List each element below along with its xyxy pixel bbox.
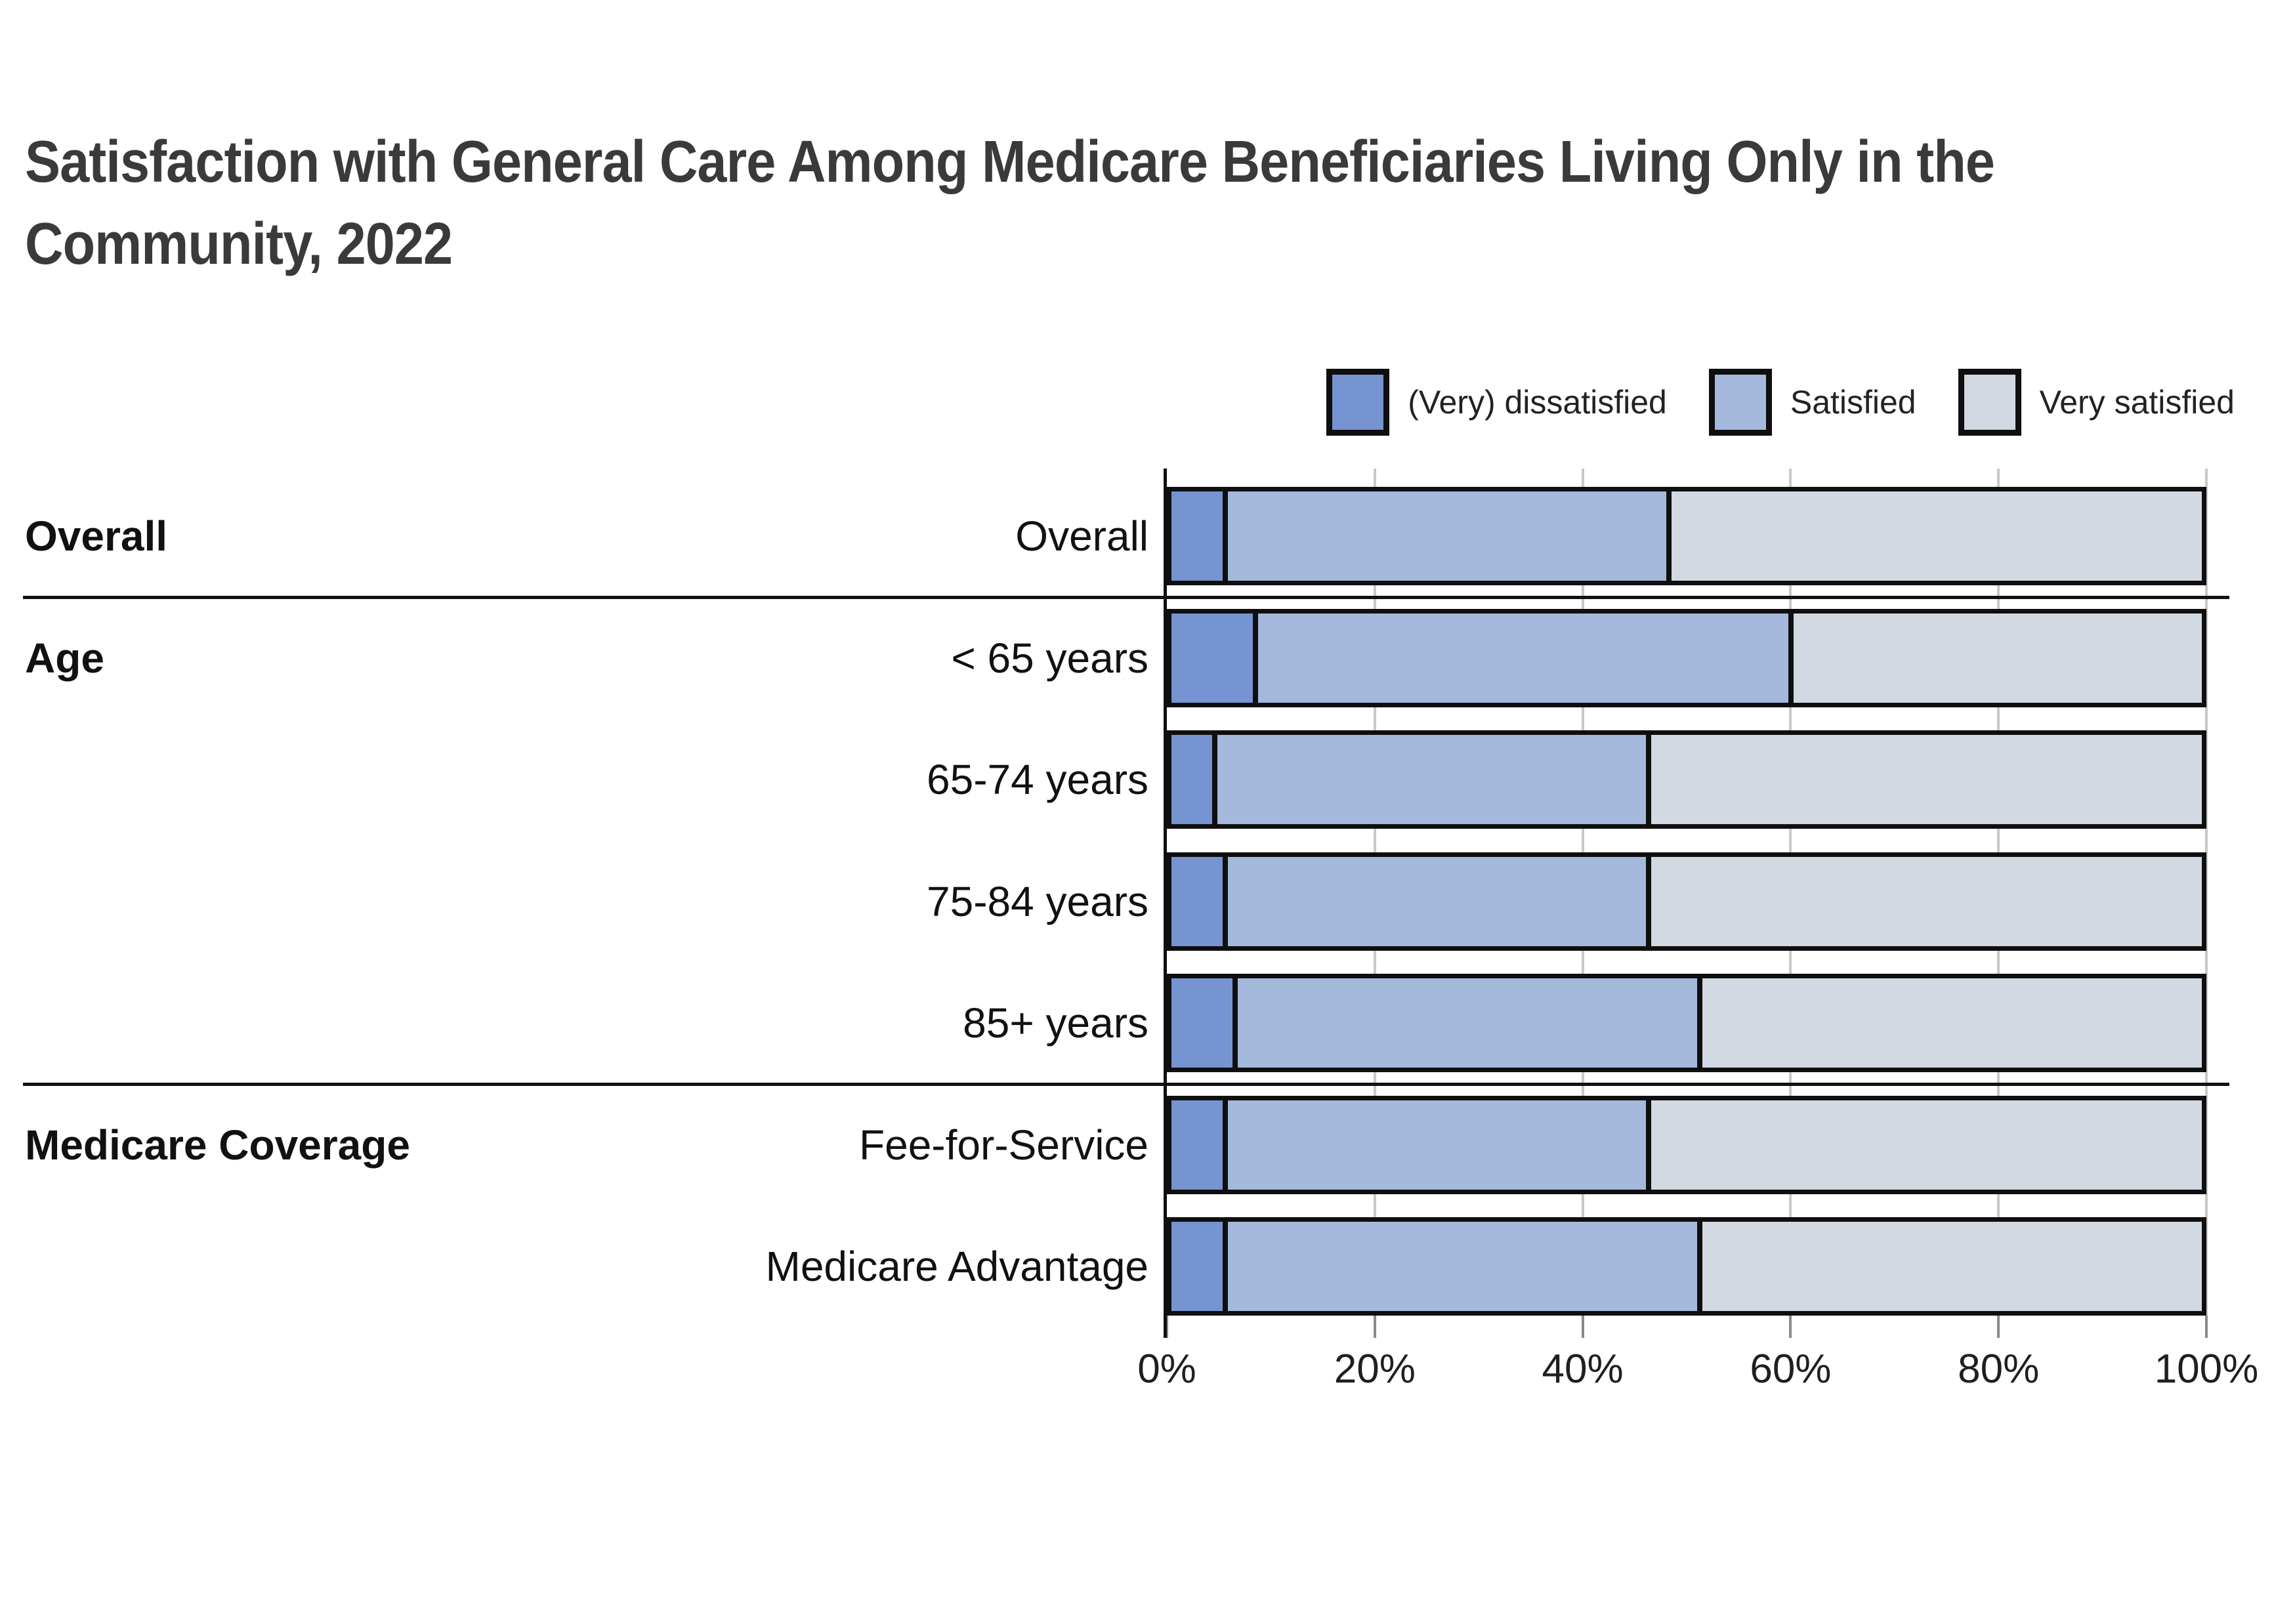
legend-item-dissatisfied: (Very) dissatisfied [1326,369,1667,436]
group-divider [23,595,2229,599]
x-axis-tick-label: 0% [1137,1346,1196,1392]
gridline [2205,468,2208,1316]
bar-row [1167,852,2206,951]
x-axis-tick-label: 60% [1750,1346,1832,1392]
bar-segment [1651,856,2202,946]
legend-swatch-satisfied [1708,369,1772,436]
axis-tick [1373,1316,1376,1338]
x-axis-tick-label: 100% [2154,1346,2259,1392]
bar-segment [1171,856,1228,946]
group-label: Overall [25,512,168,560]
bar-row [1167,487,2206,585]
axis-tick [1789,1316,1792,1338]
bar-row [1167,1095,2206,1194]
axis-tick [1166,1316,1168,1338]
axis-tick [1581,1316,1584,1338]
x-axis-tick-label: 80% [1958,1346,2040,1392]
axis-tick [2205,1316,2208,1338]
bar-row [1167,730,2206,829]
bar-segment [1238,978,1702,1068]
chart-title-line2: Community, 2022 [25,211,453,277]
chart-legend: (Very) dissatisfied Satisfied Very satis… [1326,369,2235,436]
bar-segment [1671,491,2202,581]
bar-segment [1171,735,1218,824]
legend-label-dissatisfied: (Very) dissatisfied [1408,384,1667,421]
bar-row [1167,608,2206,707]
bar-segment [1171,1100,1228,1190]
row-label: Medicare Advantage [765,1243,1149,1290]
row-label: 85+ years [963,999,1148,1047]
legend-label-very-satisfied: Very satisfied [2039,384,2235,421]
legend-swatch-dissatisfied [1326,369,1390,436]
bar-segment [1171,613,1259,703]
x-axis-tick-label: 20% [1334,1346,1416,1392]
legend-item-very-satisfied: Very satisfied [1958,369,2235,436]
y-axis-line [1164,468,1167,1338]
chart-title: Satisfaction with General Care Among Med… [25,121,2033,285]
row-label: 75-84 years [927,877,1148,925]
bar-segment [1227,1100,1651,1190]
row-label: 65-74 years [927,756,1148,803]
bar-segment [1651,735,2202,824]
legend-swatch-very-satisfied [1958,369,2021,436]
bar-row [1167,1217,2206,1316]
bar-segment [1702,978,2202,1068]
row-label: < 65 years [951,634,1148,682]
chart-title-line1: Satisfaction with General Care Among Med… [25,129,1995,195]
bar-segment [1227,856,1651,946]
bar-segment [1702,1222,2202,1311]
row-label: Overall [1015,512,1148,560]
group-divider [23,1082,2229,1086]
bar-segment [1171,1222,1228,1311]
bar-segment [1171,491,1228,581]
axis-tick [1997,1316,2000,1338]
bar-segment [1227,491,1672,581]
bar-row [1167,974,2206,1072]
legend-label-satisfied: Satisfied [1790,384,1916,421]
bar-segment [1227,1222,1702,1311]
x-axis-tick-label: 40% [1542,1346,1624,1392]
bar-segment [1651,1100,2202,1190]
legend-item-satisfied: Satisfied [1708,369,1916,436]
bar-segment [1171,978,1238,1068]
bar-segment [1258,613,1794,703]
group-label: Age [25,634,104,682]
row-label: Fee-for-Service [859,1121,1148,1169]
bar-segment [1217,735,1651,824]
bar-segment [1794,613,2202,703]
group-label: Medicare Coverage [25,1121,410,1169]
